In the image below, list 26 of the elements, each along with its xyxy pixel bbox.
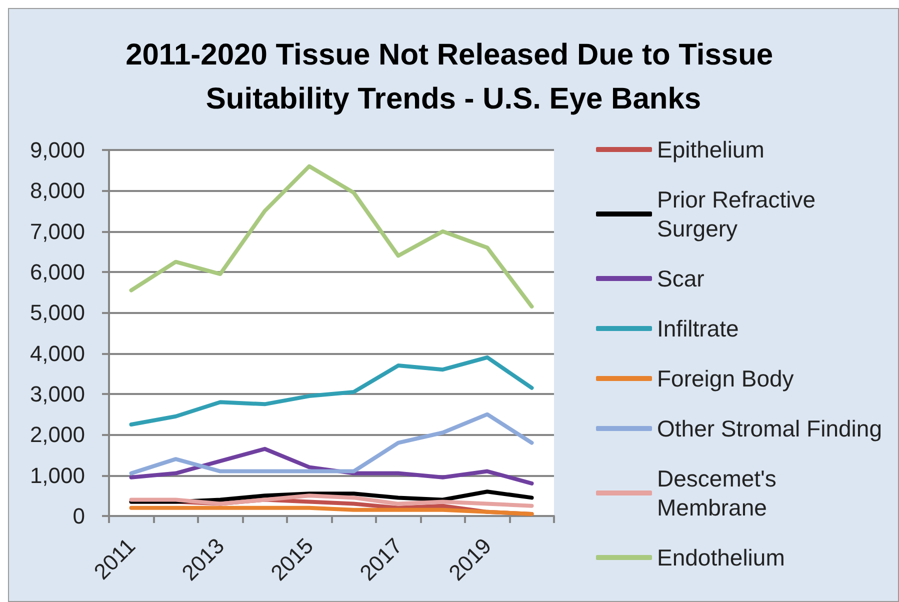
legend-label: Foreign Body bbox=[657, 366, 794, 392]
y-tick-label: 3,000 bbox=[30, 382, 85, 406]
chart-title: 2011-2020 Tissue Not Released Due to Tissue Suitability Trends - U.S. Eye Banks bbox=[126, 38, 782, 116]
legend-label: Infiltrate bbox=[657, 316, 739, 342]
line-series bbox=[129, 446, 534, 486]
y-tick-label: 2,000 bbox=[30, 422, 85, 448]
legend-label: Endothelium bbox=[657, 544, 785, 570]
line-series bbox=[129, 412, 534, 476]
legend-label: Prior Refractive Surgery bbox=[657, 186, 816, 242]
y-tick-label: 0 bbox=[72, 504, 85, 528]
legend-label: Descemet's Membrane bbox=[657, 466, 776, 520]
line-series bbox=[129, 494, 534, 508]
legend-label: Other Stromal Finding bbox=[657, 416, 882, 442]
line-series bbox=[129, 164, 534, 309]
y-tick-label: 5,000 bbox=[30, 300, 85, 326]
line-series bbox=[129, 490, 534, 504]
y-tick-label: 6,000 bbox=[30, 260, 85, 284]
y-tick-label: 7,000 bbox=[30, 218, 85, 244]
y-tick-label: 1,000 bbox=[30, 462, 85, 488]
y-tick-label: 8,000 bbox=[30, 178, 85, 204]
line-series bbox=[129, 355, 534, 426]
y-tick-label: 4,000 bbox=[30, 340, 85, 366]
y-tick-label: 9,000 bbox=[30, 138, 85, 162]
legend-label: Scar bbox=[657, 266, 705, 292]
legend-label: Epithelium bbox=[657, 136, 764, 162]
line-series bbox=[129, 506, 534, 516]
